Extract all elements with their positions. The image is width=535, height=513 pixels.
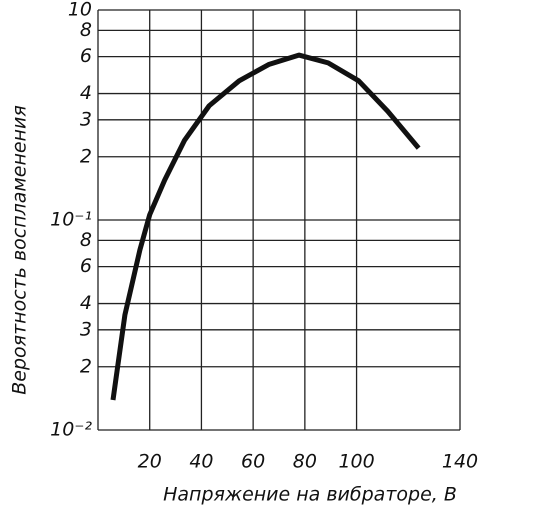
x-axis-label: Напряжение на вибраторе, В bbox=[163, 484, 457, 506]
y-tick-label: 10⁻¹ bbox=[50, 209, 92, 231]
x-tick-label: 20 bbox=[138, 451, 162, 473]
y-tick-label: 3 bbox=[80, 108, 92, 130]
y-tick-label: 6 bbox=[80, 255, 92, 277]
y-tick-label: 3 bbox=[80, 318, 92, 340]
y-axis-label: Вероятность воспламенения bbox=[9, 105, 31, 395]
y-tick-label: 8 bbox=[80, 229, 92, 251]
x-tick-label: 80 bbox=[293, 451, 317, 473]
y-tick-label: 2 bbox=[80, 355, 92, 377]
y-tick-label: 8 bbox=[80, 19, 92, 41]
y-tick-label: 4 bbox=[80, 82, 92, 104]
y-tick-label: 10⁻² bbox=[50, 419, 92, 441]
x-tick-label: 60 bbox=[241, 451, 265, 473]
data-line bbox=[110, 52, 421, 401]
y-tick-label: 6 bbox=[80, 45, 92, 67]
y-tick-label: 4 bbox=[80, 292, 92, 314]
x-tick-label: 40 bbox=[189, 451, 213, 473]
y-tick-label: 10 bbox=[68, 0, 92, 21]
y-tick-label: 2 bbox=[80, 145, 92, 167]
x-tick-label: 140 bbox=[442, 451, 478, 473]
x-tick-label: 100 bbox=[338, 451, 374, 473]
